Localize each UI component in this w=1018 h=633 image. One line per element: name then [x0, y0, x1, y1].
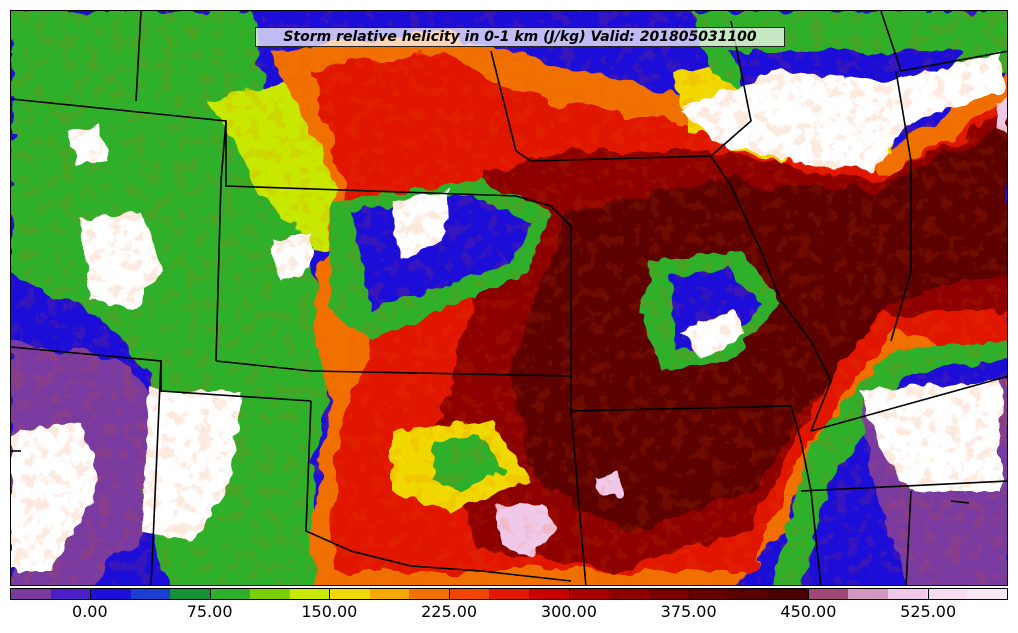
border-line	[135, 11, 142, 102]
border-line	[150, 360, 162, 585]
border-line	[880, 11, 1007, 72]
border-line	[810, 375, 1007, 432]
border-line	[215, 360, 572, 377]
colorbar-ticks: 0.00 75.00 150.00 225.00 300.00 375.00 450.00 5…	[10, 588, 1008, 630]
colorbar-tick-mark	[688, 588, 690, 600]
colorbar-tick-label: 75.00	[186, 602, 233, 621]
colorbar-segment	[528, 589, 569, 599]
state-boundaries	[11, 11, 1007, 585]
colorbar-tick-mark	[568, 588, 570, 600]
colorbar-tick-label: 150.00	[301, 602, 358, 621]
colorbar-tick-label: 0.00	[72, 602, 108, 621]
colorbar-segment	[648, 589, 689, 599]
colorbar-segment	[728, 589, 769, 599]
texture-overlay	[11, 11, 1007, 585]
colorbar-tick-mark	[808, 588, 810, 600]
border-line	[905, 490, 912, 585]
colorbar-segment	[967, 589, 1008, 599]
colorbar-tick-label: 525.00	[900, 602, 957, 621]
colorbar-segment	[489, 589, 529, 599]
colorbar-segment	[449, 589, 490, 599]
map-title: Storm relative helicity in 0-1 km (J/kg)…	[283, 29, 757, 45]
border-line	[305, 400, 572, 582]
colorbar-segment	[768, 589, 808, 599]
border-line	[950, 500, 970, 504]
colorbar-tick-label: 225.00	[421, 602, 478, 621]
colorbar-segment	[170, 589, 211, 599]
colorbar-segment	[369, 589, 410, 599]
colorbar-segment	[289, 589, 330, 599]
colorbar-segment	[130, 589, 171, 599]
colorbar-segment	[608, 589, 649, 599]
colorbar-segment	[847, 589, 888, 599]
colorbar-tick-label: 375.00	[660, 602, 717, 621]
colorbar-segment	[807, 589, 848, 599]
colorbar-tick-mark	[449, 588, 451, 600]
map-title-box: Storm relative helicity in 0-1 km (J/kg)…	[255, 27, 785, 47]
border-line	[800, 480, 1007, 492]
colorbar-segment	[210, 589, 251, 599]
colorbar-segment	[688, 589, 729, 599]
helicity-map	[11, 11, 1007, 585]
colorbar-tick-mark	[209, 588, 211, 600]
colorbar	[10, 588, 1008, 600]
colorbar-segment	[568, 589, 609, 599]
colorbar-segment	[50, 589, 91, 599]
colorbar-tick-label: 450.00	[780, 602, 837, 621]
colorbar-segment	[250, 589, 290, 599]
map-frame: Storm relative helicity in 0-1 km (J/kg)…	[10, 10, 1008, 586]
border-line	[515, 150, 832, 432]
colorbar-segment	[90, 589, 131, 599]
colorbar-segment	[927, 589, 968, 599]
colorbar-tick-mark	[928, 588, 930, 600]
border-line	[890, 70, 912, 342]
border-line	[490, 50, 517, 152]
border-line	[570, 405, 822, 585]
border-line	[225, 121, 572, 227]
colorbar-segment	[409, 589, 450, 599]
colorbar-segment	[887, 589, 928, 599]
border-line	[215, 180, 222, 362]
colorbar-tick-mark	[329, 588, 331, 600]
colorbar-tick-label: 300.00	[540, 602, 597, 621]
colorbar-segment	[11, 589, 51, 599]
colorbar-segment	[329, 589, 370, 599]
border-line	[710, 20, 752, 157]
colorbar-tick-mark	[89, 588, 91, 600]
